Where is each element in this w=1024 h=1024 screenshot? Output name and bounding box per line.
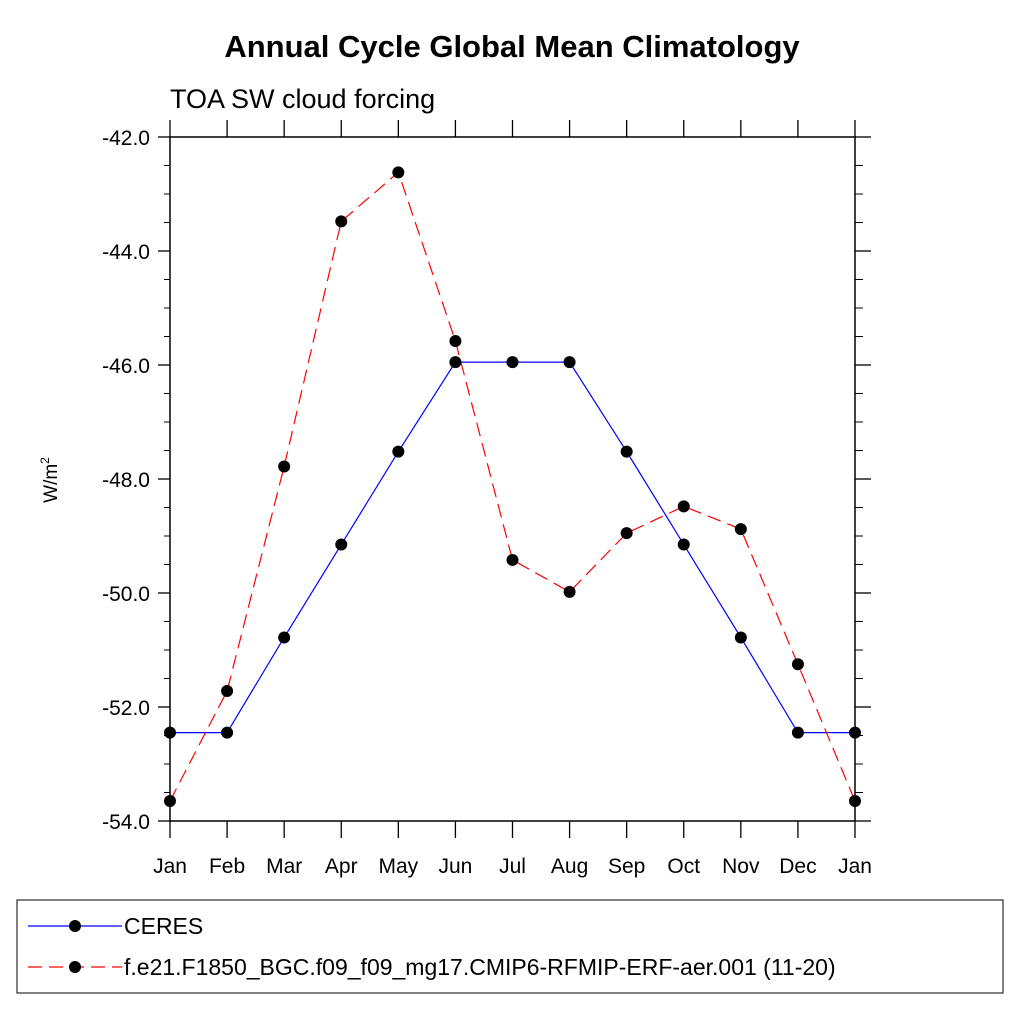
- data-point-ceres: [734, 631, 747, 644]
- svg-text:W/m2: W/m2: [38, 457, 62, 503]
- data-point-model: [620, 527, 633, 540]
- data-point-model: [791, 658, 804, 671]
- y-tick-label: -50.0: [102, 583, 150, 606]
- data-point-ceres: [164, 726, 176, 739]
- legend-box: [16, 899, 1004, 994]
- chart-title: Annual Cycle Global Mean Climatology: [224, 29, 800, 64]
- data-point-ceres: [278, 631, 291, 644]
- plot-frame: [169, 136, 856, 822]
- chart-subtitle: TOA SW cloud forcing: [170, 84, 435, 114]
- x-tick-label: Sep: [608, 855, 645, 878]
- y-axis-label: W/m2: [38, 457, 62, 503]
- data-point-model: [677, 500, 690, 513]
- data-point-ceres: [563, 356, 576, 369]
- data-point-ceres: [392, 445, 405, 458]
- data-point-ceres: [506, 356, 519, 369]
- data-point-model: [734, 523, 747, 536]
- data-point-ceres: [335, 538, 348, 551]
- data-point-model: [164, 795, 176, 808]
- data-point-ceres: [449, 356, 462, 369]
- x-tick-label: Jun: [438, 855, 472, 878]
- y-tick-label: -54.0: [102, 811, 150, 834]
- data-point-model: [506, 553, 519, 566]
- x-tick-label: May: [378, 855, 418, 878]
- x-tick-label: Jan: [838, 855, 872, 878]
- data-point-ceres: [849, 726, 861, 739]
- x-tick-label: Feb: [209, 855, 245, 878]
- data-point-ceres: [791, 726, 804, 739]
- data-point-model: [278, 460, 291, 473]
- data-point-model: [563, 585, 576, 598]
- x-tick-label: Aug: [551, 855, 588, 878]
- x-tick-label: Dec: [779, 855, 816, 878]
- data-point-model: [849, 795, 861, 808]
- y-axis-ticks: -54.0 -52.0 -50.0 -48.0 -46.0 -44.0 -42.0: [102, 127, 871, 834]
- y-tick-label: -52.0: [102, 697, 150, 720]
- y-tick-label: -44.0: [102, 241, 150, 264]
- y-tick-label: -48.0: [102, 469, 150, 492]
- x-tick-label: Nov: [722, 855, 760, 878]
- data-point-ceres: [677, 538, 690, 551]
- y-tick-label: -42.0: [102, 127, 150, 150]
- legend-label: f.e21.F1850_BGC.f09_f09_mg17.CMIP6-RFMIP…: [124, 954, 836, 980]
- y-tick-label: -46.0: [102, 355, 150, 378]
- x-tick-label: Apr: [325, 855, 358, 878]
- data-point-ceres: [221, 726, 234, 739]
- data-point-ceres: [620, 445, 633, 458]
- legend-marker: [69, 920, 81, 932]
- y-axis-label-base: W/m: [41, 464, 62, 503]
- x-tick-label: Mar: [266, 855, 302, 878]
- x-tick-label: Jul: [499, 855, 526, 878]
- x-tick-label: Oct: [667, 855, 700, 878]
- legend: CERES f.e21.F1850_BGC.f09_f09_mg17.CMIP6-…: [28, 913, 836, 980]
- series-layer: [164, 166, 861, 808]
- x-axis-ticks: Jan Feb Mar Apr May Jun Jul Aug Sep Oct Nov Dec Jan: [153, 120, 872, 878]
- y-axis-label-superscript: 2: [38, 457, 52, 464]
- data-point-model: [392, 166, 405, 179]
- legend-label: CERES: [124, 913, 203, 939]
- data-point-model: [221, 685, 234, 698]
- x-tick-label: Jan: [153, 855, 187, 878]
- data-point-model: [335, 215, 348, 228]
- series-line-ceres: [170, 361, 855, 734]
- series-line-model: [169, 171, 856, 802]
- legend-marker: [69, 961, 81, 973]
- data-point-model: [449, 335, 462, 348]
